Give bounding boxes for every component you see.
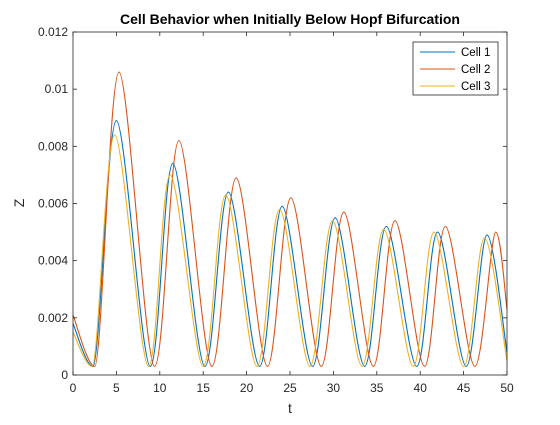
y-tick-label: 0.006 bbox=[38, 197, 68, 211]
legend: Cell 1 Cell 2 Cell 3 bbox=[412, 41, 499, 96]
legend-label-cell-3: Cell 3 bbox=[461, 81, 490, 93]
x-tick-label: 0 bbox=[70, 381, 77, 395]
x-axis: 0 5 10 15 20 25 30 35 40 45 50 bbox=[70, 32, 514, 395]
x-tick-label: 50 bbox=[500, 381, 514, 395]
x-tick-label: 20 bbox=[240, 381, 254, 395]
x-axis-label: t bbox=[288, 400, 292, 416]
y-tick-label: 0.004 bbox=[38, 254, 68, 268]
legend-label-cell-1: Cell 1 bbox=[461, 47, 490, 59]
x-tick-label: 30 bbox=[327, 381, 341, 395]
x-tick-label: 5 bbox=[113, 381, 120, 395]
series-line-cell-1 bbox=[72, 120, 508, 367]
series-line-cell-2 bbox=[72, 71, 508, 367]
chart-title: Cell Behavior when Initially Below Hopf … bbox=[120, 11, 460, 27]
y-tick-label: 0.012 bbox=[38, 25, 68, 39]
x-tick-label: 15 bbox=[197, 381, 211, 395]
x-tick-label: 35 bbox=[370, 381, 384, 395]
y-axis: 0 0.002 0.004 0.006 0.008 0.01 0.012 bbox=[38, 25, 507, 382]
series-line-cell-3 bbox=[72, 134, 508, 367]
x-tick-label: 45 bbox=[457, 381, 471, 395]
x-tick-label: 40 bbox=[414, 381, 428, 395]
y-tick-label: 0.002 bbox=[38, 311, 68, 325]
x-tick-label: 10 bbox=[153, 381, 167, 395]
y-tick-label: 0.008 bbox=[38, 139, 68, 153]
series-layer bbox=[72, 71, 508, 367]
legend-label-cell-2: Cell 2 bbox=[461, 64, 490, 76]
y-tick-label: 0 bbox=[61, 368, 68, 382]
y-axis-label: Z bbox=[11, 198, 27, 207]
x-tick-label: 25 bbox=[283, 381, 297, 395]
y-tick-label: 0.01 bbox=[45, 82, 69, 96]
